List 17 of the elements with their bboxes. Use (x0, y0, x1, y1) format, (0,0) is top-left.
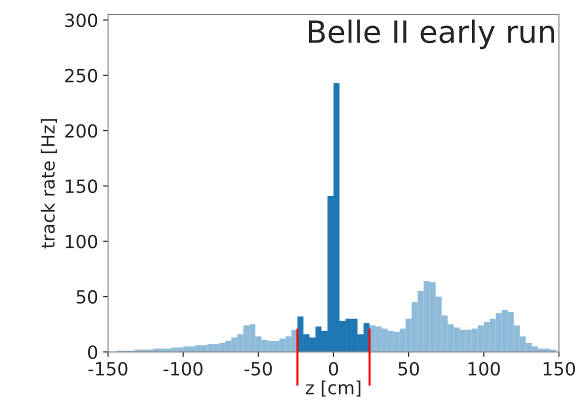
y-tick-label: 200 (65, 124, 98, 138)
y-tick-label: 50 (76, 290, 98, 304)
x-tick-label: 100 (468, 362, 500, 376)
y-tick-label: 300 (65, 13, 98, 28)
y-tick-label: 150 (66, 179, 98, 194)
chart-title: Belle II early run (309, 20, 554, 50)
x-axis-title: z [cm] (306, 380, 360, 397)
x-tick-label: 50 (398, 362, 419, 376)
x-tick-label: 150 (544, 362, 575, 376)
x-tick-label: -100 (164, 362, 202, 376)
x-tick-label: -150 (88, 362, 128, 376)
y-tick-label: 0 (88, 345, 98, 360)
x-tick-label: -50 (244, 362, 272, 376)
y-tick-label: 250 (65, 68, 98, 82)
x-tick-label: 0 (328, 362, 338, 376)
y-axis-title: track rate [Hz] (40, 119, 57, 248)
y-tick-label: 100 (66, 234, 98, 248)
